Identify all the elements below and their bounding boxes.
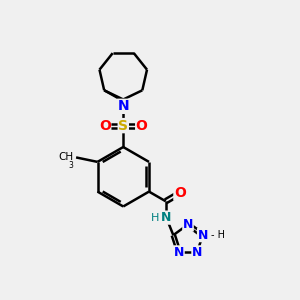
FancyBboxPatch shape — [192, 248, 202, 257]
Text: N: N — [117, 99, 129, 113]
Text: N: N — [174, 246, 184, 259]
Text: CH: CH — [58, 152, 74, 162]
Text: N: N — [160, 211, 171, 224]
Text: N: N — [183, 218, 193, 231]
Text: N: N — [192, 246, 202, 259]
Text: N: N — [197, 229, 208, 242]
Text: O: O — [136, 118, 148, 133]
FancyBboxPatch shape — [118, 101, 129, 112]
Text: 3: 3 — [69, 161, 74, 170]
Text: O: O — [174, 186, 186, 200]
Text: H: H — [151, 213, 160, 223]
FancyBboxPatch shape — [175, 188, 185, 198]
FancyBboxPatch shape — [174, 248, 184, 257]
FancyBboxPatch shape — [136, 120, 147, 131]
Text: S: S — [118, 118, 128, 133]
FancyBboxPatch shape — [154, 212, 170, 224]
FancyBboxPatch shape — [183, 220, 193, 229]
FancyBboxPatch shape — [118, 120, 129, 131]
FancyBboxPatch shape — [198, 230, 208, 240]
Text: O: O — [99, 118, 111, 133]
FancyBboxPatch shape — [100, 120, 110, 131]
Text: - H: - H — [211, 230, 225, 240]
